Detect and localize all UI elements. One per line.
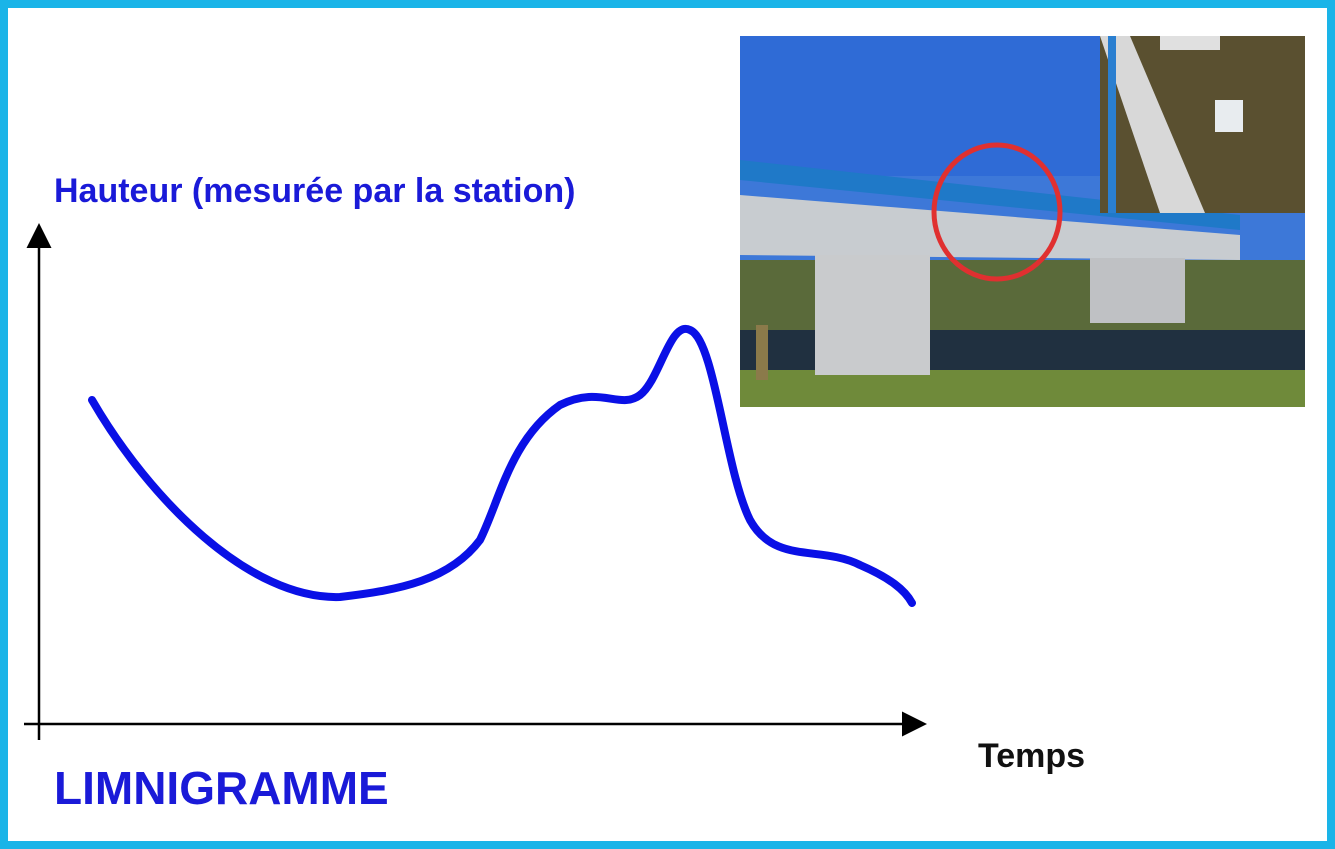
- station-photo: [740, 36, 1305, 407]
- title: LIMNIGRAMME: [54, 762, 389, 814]
- y-axis-label: Hauteur (mesurée par la station): [54, 172, 575, 210]
- x-axis-label: Temps: [978, 737, 1085, 775]
- hydrograph-curve: [88, 325, 916, 607]
